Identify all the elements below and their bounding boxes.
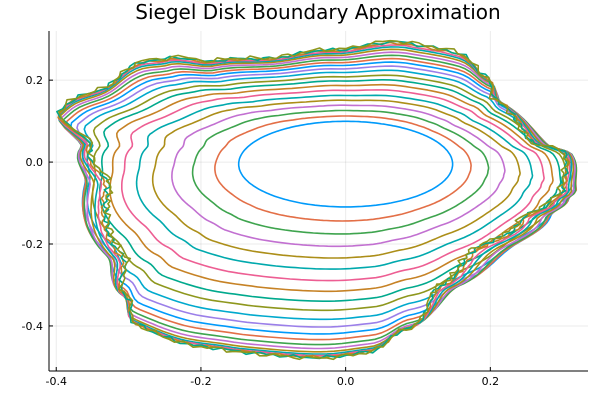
orbit-curve (214, 115, 472, 222)
axes (48, 31, 588, 372)
tick-labels: -0.4 -0.2 0.0 0.2 -0.4 -0.2 0.0 0.2 (22, 74, 500, 388)
orbit-curve (58, 39, 570, 361)
orbit-curve (98, 79, 562, 302)
orbit-curve (57, 46, 573, 355)
orbit-curve (237, 120, 454, 208)
y-tick-label: 0.2 (26, 74, 44, 87)
y-tick-label: 0.0 (26, 156, 44, 169)
y-tick-label: -0.2 (22, 238, 43, 251)
orbit-curve (58, 48, 575, 353)
x-tick-label: 0.0 (337, 375, 355, 388)
orbit-curve (60, 51, 576, 350)
orbit-curve (191, 109, 490, 235)
orbit-curve (171, 104, 506, 248)
orbit-curve (135, 94, 534, 270)
orbit-curve (151, 99, 521, 259)
orbit-curve (57, 44, 571, 357)
x-tick-label: -0.2 (190, 375, 211, 388)
chart-title: Siegel Disk Boundary Approximation (135, 0, 500, 24)
y-tick-label: -0.4 (22, 320, 43, 333)
orbit-curves (56, 39, 578, 361)
x-tick-label: -0.4 (46, 375, 67, 388)
x-tick-label: 0.2 (482, 375, 500, 388)
orbit-curve (121, 89, 545, 282)
orbit-curve (56, 40, 569, 360)
